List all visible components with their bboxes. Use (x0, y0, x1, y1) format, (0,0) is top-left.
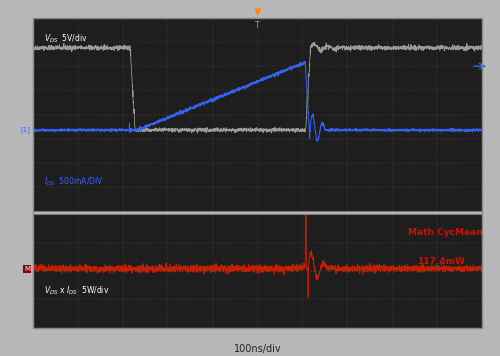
Text: $V_{DS}$  5V/div: $V_{DS}$ 5V/div (44, 32, 88, 45)
Text: [1]: [1] (20, 127, 30, 134)
Text: Math CycMean: Math CycMean (408, 227, 483, 237)
Text: T: T (255, 21, 260, 30)
Text: ▼: ▼ (254, 7, 261, 17)
Text: 117.4mW: 117.4mW (417, 257, 465, 266)
Text: 100ns/div: 100ns/div (234, 344, 281, 354)
Text: $I_{DS}$  500mA/DIV: $I_{DS}$ 500mA/DIV (44, 176, 104, 188)
Text: M: M (24, 266, 30, 272)
Text: $V_{DS}$ x $I_{DS}$  5W/div: $V_{DS}$ x $I_{DS}$ 5W/div (44, 284, 109, 297)
